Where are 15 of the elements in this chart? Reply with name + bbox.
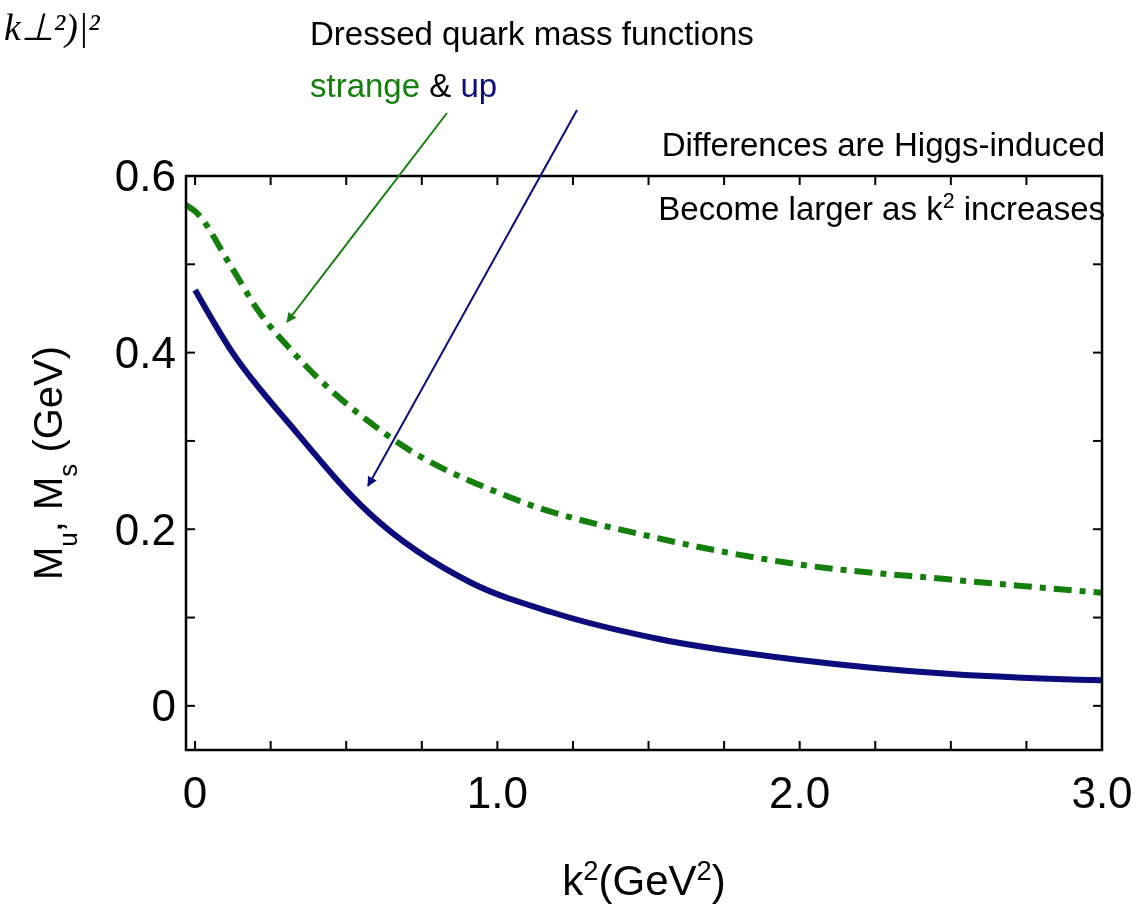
x-tick-label: 2.0 bbox=[769, 768, 831, 817]
text: up bbox=[460, 67, 498, 104]
x-tick-label: 3.0 bbox=[1071, 768, 1133, 817]
text: Dressed quark mass functions bbox=[310, 15, 754, 52]
y-tick-label: 0 bbox=[151, 681, 176, 731]
x-tick-label: 1.0 bbox=[466, 768, 528, 817]
x-axis-title: k$^{2}$(GeV$^{2}$) bbox=[562, 854, 726, 904]
y-tick-label: 0.6 bbox=[114, 151, 176, 201]
text: k⊥²)|² bbox=[4, 6, 101, 49]
text: Differences are Higgs-induced bbox=[661, 126, 1105, 163]
x-tick-label: 0 bbox=[182, 768, 208, 817]
y-tick-label: 0.2 bbox=[114, 504, 176, 554]
y-tick-label: 0.4 bbox=[114, 328, 176, 378]
text: & bbox=[420, 67, 461, 104]
text: strange bbox=[310, 67, 421, 104]
